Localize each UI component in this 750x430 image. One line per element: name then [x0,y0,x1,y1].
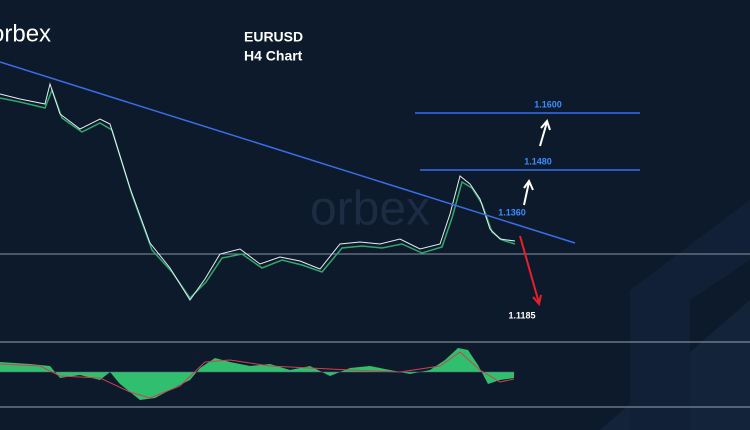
price-series [0,82,516,301]
arrow-up [523,178,534,206]
level-label: 1.1185 [508,310,535,320]
trend-line [0,61,576,244]
price-series [0,87,516,300]
level-label: 1.1480 [524,156,552,166]
title: EURUSD [244,29,303,45]
subtitle: H4 Chart [244,48,303,64]
arrow-down [519,235,542,307]
watermark: orbex [310,183,430,236]
arrow-up [539,119,551,147]
oscillator-signal [0,351,515,399]
level-label: 1.1600 [534,99,562,109]
level-label: 1.1360 [498,207,526,217]
oscillator [0,348,514,400]
logo: orbex [0,20,51,47]
background-shape [630,200,750,430]
